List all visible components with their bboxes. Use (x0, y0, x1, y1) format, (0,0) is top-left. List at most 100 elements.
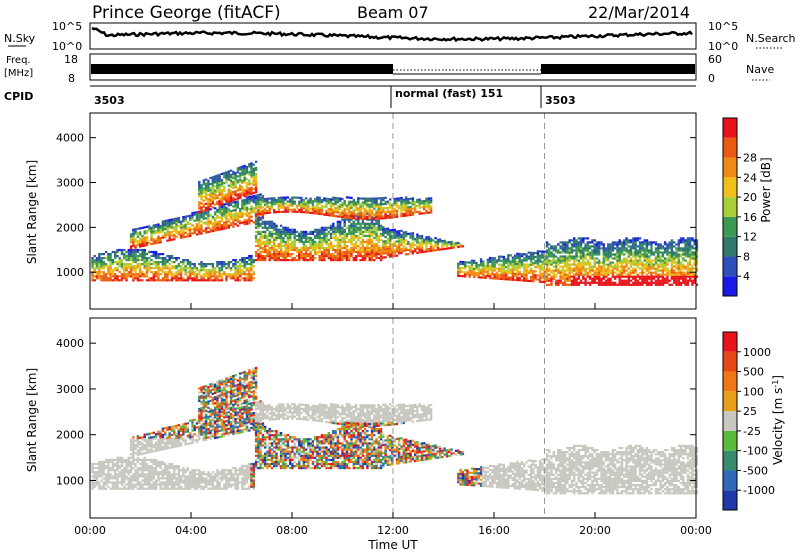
heatmap-cell (214, 269, 217, 272)
heatmap-cell (500, 277, 503, 280)
heatmap-cell (107, 253, 110, 256)
heatmap-cell (141, 238, 144, 242)
heatmap-cell (229, 175, 233, 178)
heatmap-cell (179, 269, 183, 272)
heatmap-cell (654, 259, 658, 262)
heatmap-cell (202, 195, 205, 198)
heatmap-cell (650, 251, 653, 254)
heatmap-cell (516, 256, 519, 259)
heatmap-cell (557, 281, 560, 284)
heatmap-cell (348, 238, 351, 241)
heatmap-cell (166, 271, 169, 274)
heatmap-cell (166, 233, 169, 236)
heatmap-cell (495, 275, 499, 278)
heatmap-cell (484, 268, 487, 271)
heatmap-cell (595, 257, 599, 260)
heatmap-cell (107, 469, 110, 472)
heatmap-cell (348, 228, 351, 231)
heatmap-cell (202, 221, 205, 224)
heatmap-cell (379, 217, 383, 220)
heatmap-cell (468, 265, 471, 268)
heatmap-cell (511, 260, 515, 263)
heatmap-cell (654, 279, 658, 282)
heatmap-cell (532, 255, 535, 259)
heatmap-cell (348, 248, 351, 252)
heatmap-cell (368, 224, 371, 227)
heatmap-cell (304, 201, 308, 204)
heatmap-cell (688, 267, 692, 270)
heatmap-cell (411, 244, 415, 247)
heatmap-cell (364, 213, 367, 216)
heatmap-cell (386, 206, 390, 209)
heatmap-cell (241, 211, 244, 214)
heatmap-cell (102, 277, 105, 280)
heatmap-cell (361, 213, 365, 216)
colorbar-tick-label: 24 (743, 171, 757, 184)
heatmap-cell (234, 275, 237, 278)
heatmap-cell (227, 267, 230, 270)
heatmap-cell (650, 263, 653, 266)
heatmap-cell (91, 462, 94, 466)
heatmap-cell (568, 271, 571, 274)
heatmap-cell (361, 230, 365, 233)
heatmap-cell (218, 269, 221, 272)
colorbar-swatch (723, 157, 737, 178)
heatmap-cell (613, 257, 617, 260)
heatmap-cell (679, 253, 683, 256)
heatmap-cell (382, 240, 385, 243)
heatmap-cell (175, 277, 178, 280)
heatmap-cell (559, 281, 562, 284)
heatmap-cell (248, 220, 251, 223)
heatmap-cell (257, 248, 260, 252)
heatmap-cell (420, 243, 424, 246)
heatmap-cell (332, 236, 335, 239)
heatmap-cell (264, 242, 267, 246)
heatmap-cell (373, 228, 376, 231)
heatmap-cell (679, 283, 683, 286)
heatmap-cell (364, 211, 367, 214)
heatmap-cell (132, 238, 135, 241)
heatmap-cell (527, 257, 530, 260)
heatmap-cell (366, 201, 369, 204)
power-cbar-label: Power [dB] (759, 157, 773, 222)
heatmap-cell (366, 230, 369, 233)
heatmap-cell (613, 275, 617, 278)
heatmap-cell (316, 236, 319, 239)
heatmap-cell (191, 214, 194, 217)
heatmap-cell (109, 481, 112, 484)
heatmap-cell (320, 244, 324, 248)
heatmap-cell (304, 203, 308, 206)
velocity-data (91, 318, 699, 518)
heatmap-cell (259, 206, 262, 209)
heatmap-cell (582, 267, 585, 270)
heatmap-cell (129, 245, 133, 248)
heatmap-cell (341, 203, 344, 206)
heatmap-cell (543, 278, 546, 282)
heatmap-cell (404, 204, 408, 207)
heatmap-cell (204, 217, 208, 220)
heatmap-cell (239, 259, 242, 262)
heatmap-cell (270, 220, 274, 223)
heatmap-cell (645, 283, 649, 286)
heatmap-cell (159, 239, 162, 242)
heatmap-cell (220, 226, 224, 229)
heatmap-cell (391, 237, 394, 240)
heatmap-cell (248, 273, 251, 276)
heatmap-cell (252, 261, 255, 264)
heatmap-cell (507, 266, 510, 269)
heatmap-cell (264, 200, 267, 203)
heatmap-cell (204, 190, 208, 193)
heatmap-cell (182, 226, 185, 229)
heatmap-cell (189, 226, 192, 229)
heatmap-cell (100, 479, 103, 482)
heatmap-cell (488, 256, 492, 260)
heatmap-cell (582, 281, 585, 284)
heatmap-cell (202, 275, 205, 278)
heatmap-cell (375, 238, 378, 241)
heatmap-cell (495, 271, 499, 274)
heatmap-cell (577, 259, 580, 262)
heatmap-cell (695, 243, 699, 246)
heatmap-cell (254, 172, 258, 175)
heatmap-cell (277, 206, 280, 210)
heatmap-cell (686, 243, 690, 246)
